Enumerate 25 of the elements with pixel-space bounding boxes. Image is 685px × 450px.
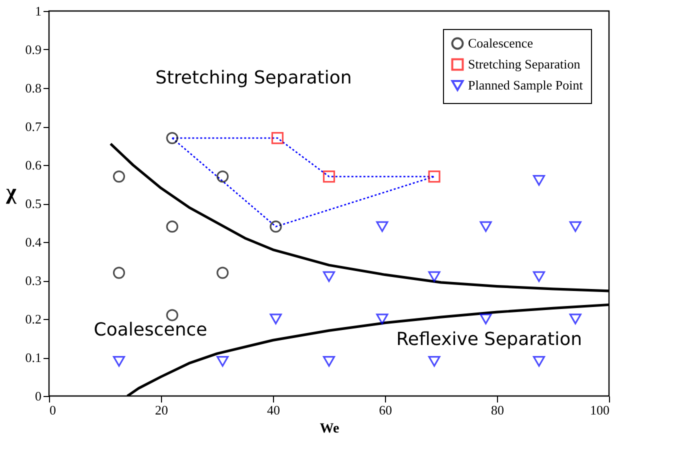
legend-label: Coalescence <box>468 36 534 50</box>
y-tick-label: 0.2 <box>25 312 42 326</box>
y-tick-label: 0.1 <box>25 350 42 365</box>
y-tick-label: 0.6 <box>25 158 42 172</box>
legend-label: Stretching Separation <box>468 56 581 72</box>
y-tick-label: 0.4 <box>25 234 42 250</box>
y-tick-label: 0.8 <box>25 80 42 96</box>
y-tick-label: 0.7 <box>25 119 42 134</box>
x-axis-title: We <box>320 422 340 436</box>
y-tick-label: 0.5 <box>25 196 42 211</box>
y-tick-label: 1 <box>35 4 42 18</box>
annotation: Reflexive Separation <box>396 329 582 350</box>
x-tick-label: 100 <box>590 402 610 418</box>
x-tick-label: 0 <box>50 402 56 418</box>
x-tick-label: 80 <box>491 402 504 418</box>
annotation: Coalescence <box>94 320 208 341</box>
x-tick-label: 20 <box>155 402 168 418</box>
legend-label: Planned Sample Point <box>468 78 584 92</box>
y-tick-label: 0.3 <box>25 273 42 288</box>
x-tick-label: 40 <box>267 402 280 418</box>
annotation: Stretching Separation <box>155 67 352 88</box>
y-tick-label: 0.9 <box>25 42 42 57</box>
x-tick-label: 60 <box>379 402 392 418</box>
y-axis-title: χ <box>5 179 18 204</box>
y-tick-label: 0 <box>35 388 42 404</box>
